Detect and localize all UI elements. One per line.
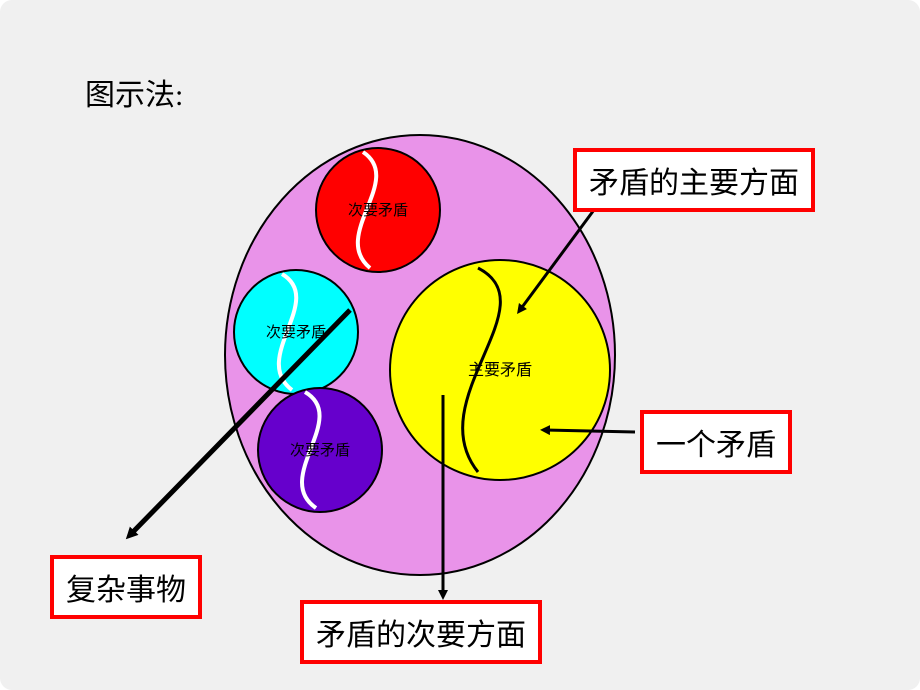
main-circle-label: 主要矛盾 (468, 361, 532, 379)
left-circle-label: 次要矛盾 (266, 324, 326, 341)
bottom-circle-label: 次要矛盾 (290, 442, 350, 459)
label-minor-aspect: 矛盾的次要方面 (300, 600, 542, 664)
top-circle-label: 次要矛盾 (348, 202, 408, 219)
slide-canvas: 图示法: 主要矛盾 次要矛盾 次要矛盾 次要矛盾 (0, 0, 920, 690)
label-main-aspect: 矛盾的主要方面 (573, 148, 815, 212)
label-one-contradiction: 一个矛盾 (640, 410, 792, 474)
label-complex-thing: 复杂事物 (50, 555, 202, 619)
arrow-to-one (545, 430, 635, 432)
